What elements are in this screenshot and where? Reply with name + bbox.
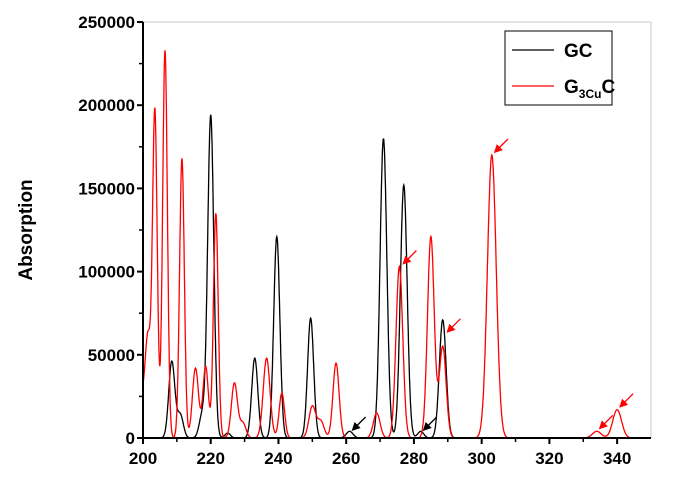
y-ticks: 0 50000 100000 150000 200000 250000 bbox=[78, 13, 143, 448]
legend-label-g3cuc: G3CuC bbox=[564, 77, 615, 101]
annotation-arrowhead bbox=[446, 323, 456, 333]
y-tick-label: 150000 bbox=[78, 179, 135, 198]
annotation-arrowhead bbox=[402, 255, 412, 265]
annotation-arrowhead bbox=[619, 398, 629, 408]
y-tick-label: 200000 bbox=[78, 96, 135, 115]
legend-g: G bbox=[564, 77, 579, 98]
y-tick-label: 250000 bbox=[78, 13, 135, 32]
y-tick-label: 100000 bbox=[78, 263, 135, 282]
y-tick-label: 0 bbox=[126, 429, 135, 448]
series-line-gc bbox=[143, 114, 651, 439]
legend-label-gc: GC bbox=[564, 41, 593, 62]
annotation-arrowhead bbox=[493, 144, 503, 154]
y-tick-label: 50000 bbox=[88, 346, 135, 365]
x-ticks: 200 220 240 260 280 300 320 340 bbox=[129, 438, 631, 468]
legend-box bbox=[504, 30, 613, 106]
x-tick-label: 280 bbox=[400, 449, 428, 468]
x-tick-label: 300 bbox=[467, 449, 495, 468]
legend-sub: 3Cu bbox=[579, 87, 602, 101]
series-line-g3cuc bbox=[142, 50, 651, 439]
x-tick-label: 260 bbox=[332, 449, 360, 468]
x-tick-label: 240 bbox=[264, 449, 292, 468]
annotation-arrowhead bbox=[598, 420, 608, 430]
x-tick-label: 220 bbox=[197, 449, 225, 468]
legend: GC G3CuC bbox=[504, 30, 615, 106]
x-tick-label: 200 bbox=[129, 449, 157, 468]
annotation-arrowhead bbox=[422, 422, 432, 432]
series-layer bbox=[142, 50, 651, 439]
x-tick-label: 320 bbox=[535, 449, 563, 468]
annotation-arrowhead bbox=[351, 422, 361, 432]
arrow-layer bbox=[351, 138, 634, 432]
legend-c: C bbox=[601, 77, 615, 98]
y-axis-label: Absorption bbox=[16, 179, 37, 280]
x-tick-label: 340 bbox=[603, 449, 631, 468]
